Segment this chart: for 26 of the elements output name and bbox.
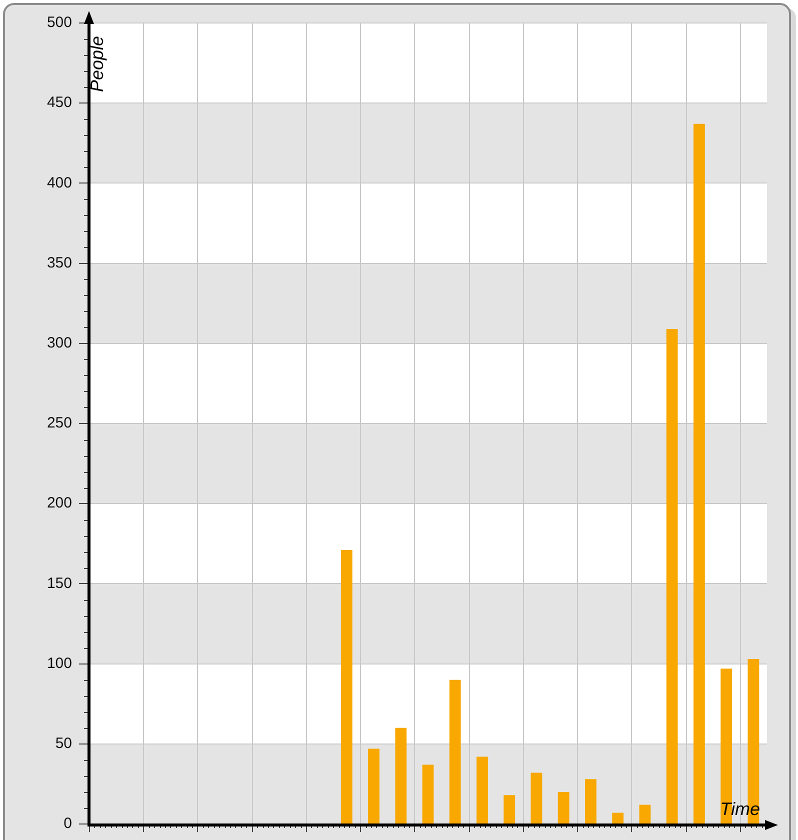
bar bbox=[694, 124, 705, 824]
bar bbox=[449, 680, 461, 824]
bar bbox=[395, 728, 407, 824]
bar bbox=[585, 779, 596, 824]
bar bbox=[476, 756, 488, 824]
bar bbox=[368, 748, 380, 824]
bar bbox=[558, 792, 570, 824]
y-tick-label: 100 bbox=[46, 654, 72, 672]
bar bbox=[666, 328, 678, 824]
y-tick-label: 450 bbox=[46, 94, 72, 112]
y-tick-label: 50 bbox=[55, 735, 72, 752]
y-tick-label: 300 bbox=[46, 334, 72, 352]
y-tick-label: 150 bbox=[46, 574, 72, 592]
y-tick-label: 200 bbox=[46, 494, 72, 512]
y-tick-label: 350 bbox=[46, 254, 72, 272]
bar bbox=[530, 772, 542, 824]
y-tick-label: 400 bbox=[46, 174, 72, 192]
bar bbox=[639, 804, 651, 824]
bar bbox=[612, 812, 624, 824]
y-tick-label: 500 bbox=[46, 14, 72, 32]
y-tick-label: 0 bbox=[64, 815, 72, 832]
bar bbox=[340, 550, 352, 824]
y-tick-label: 250 bbox=[46, 414, 72, 432]
bar bbox=[422, 764, 434, 824]
y-axis-title: People bbox=[87, 36, 107, 92]
bar bbox=[504, 795, 516, 824]
